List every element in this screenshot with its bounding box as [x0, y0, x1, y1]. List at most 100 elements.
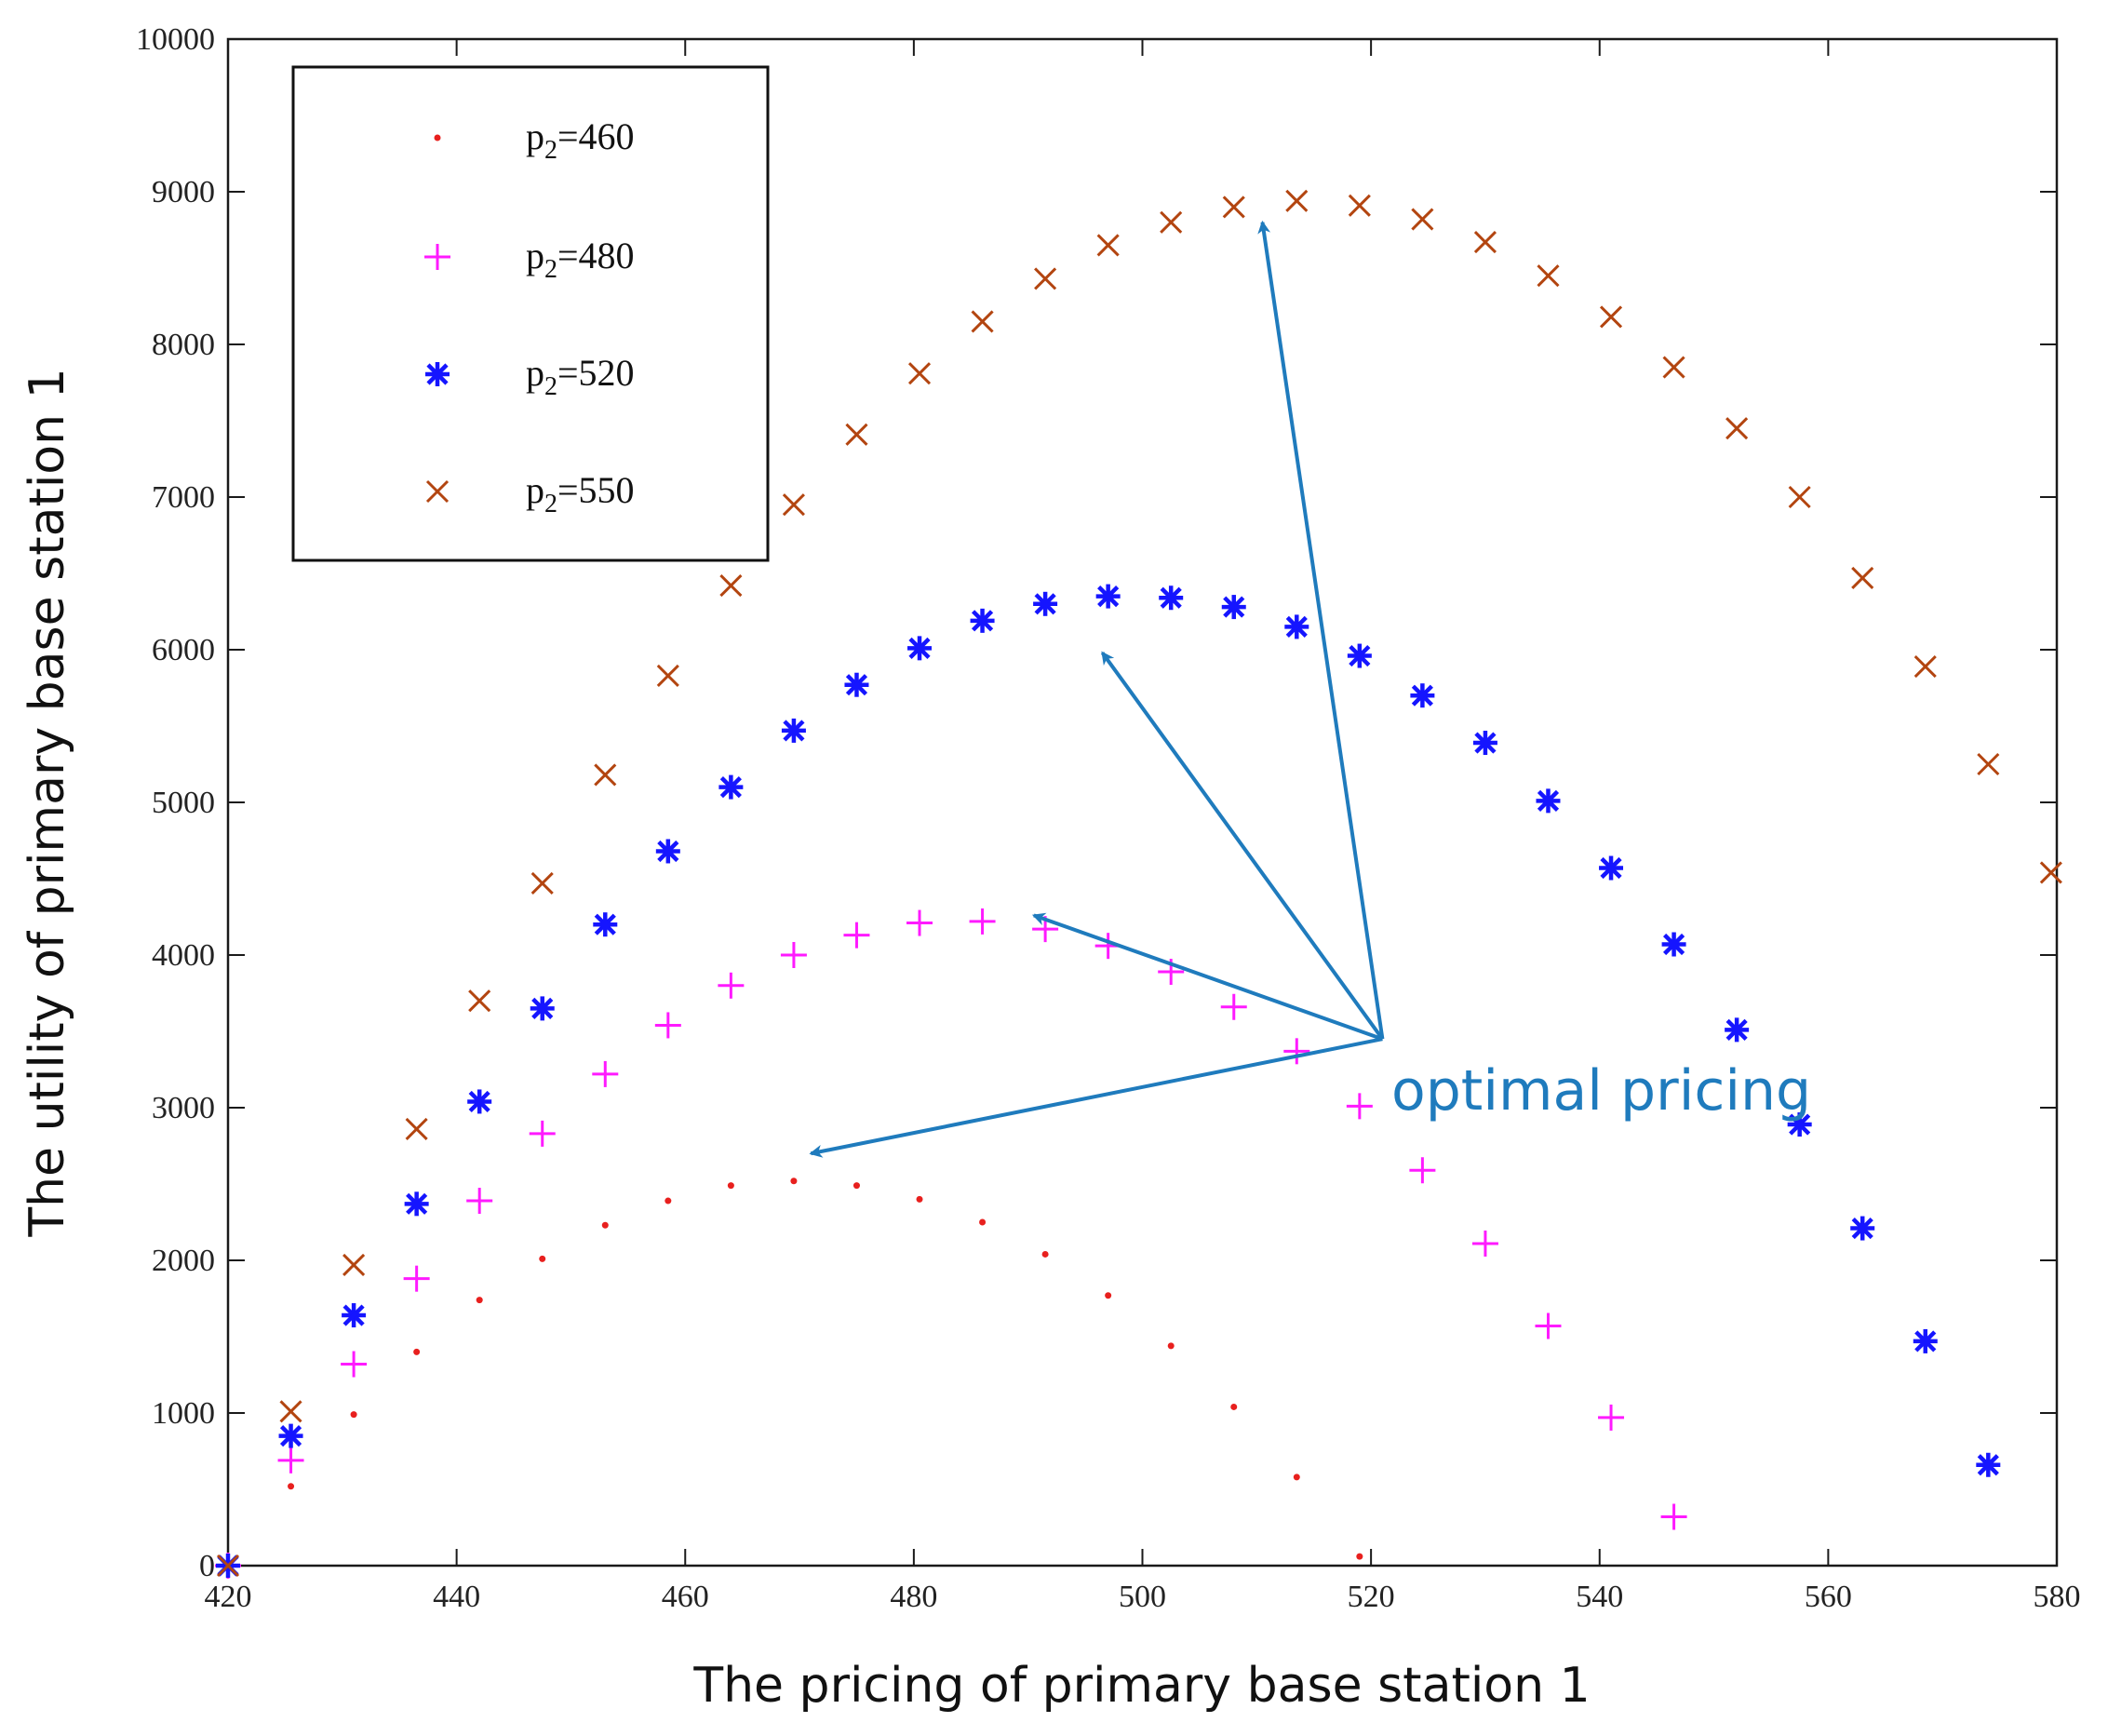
- data-point-plus-s1-18: [1346, 1093, 1373, 1120]
- data-point-asterisk-s2-12: [970, 608, 995, 633]
- data-point-plus-s1-16: [1220, 993, 1247, 1020]
- data-point-asterisk-s2-14: [1095, 584, 1121, 609]
- x-tick-label: 520: [1348, 1580, 1395, 1614]
- data-point-x-s3-20: [1473, 231, 1497, 254]
- y-axis-title: The utility of primary base station 1: [20, 368, 75, 1237]
- data-point-plus-s1-5: [529, 1120, 556, 1147]
- legend-label-2: p2=520: [526, 352, 635, 401]
- legend-marker-2: [425, 362, 450, 386]
- legend-box: [291, 65, 770, 562]
- data-point-dot-s0-2: [350, 1411, 357, 1419]
- data-point-dot-s0-12: [979, 1218, 987, 1226]
- data-point-x-s3-23: [1662, 356, 1685, 379]
- data-point-dot-s0-15: [1167, 1342, 1175, 1350]
- data-point-dot-s0-17: [1293, 1474, 1300, 1481]
- data-point-asterisk-s2-25: [1787, 1112, 1812, 1137]
- data-point-dot-s0-6: [601, 1221, 609, 1229]
- data-point-x-s3-11: [907, 362, 932, 385]
- annotation-arrow-2: [1031, 912, 1384, 1042]
- annotation-arrows: [809, 220, 1385, 1158]
- y-tick-label: 5000: [152, 786, 215, 820]
- data-point-plus-s1-19: [1409, 1157, 1436, 1184]
- legend-label-3: p2=550: [526, 469, 635, 518]
- data-point-x-s3-13: [1034, 267, 1057, 290]
- data-point-dot-s0-14: [1105, 1292, 1112, 1299]
- y-tick-label: 6000: [152, 633, 215, 667]
- data-point-plus-s1-22: [1598, 1404, 1625, 1431]
- data-point-x-s3-2: [342, 1253, 366, 1276]
- data-point-plus-s1-4: [466, 1188, 493, 1215]
- data-point-plus-s1-1: [277, 1447, 304, 1474]
- data-point-plus-s1-2: [341, 1351, 368, 1378]
- data-point-asterisk-s2-7: [655, 839, 680, 864]
- y-tick-label: 10000: [136, 22, 215, 57]
- data-point-x-s3-8: [719, 574, 743, 598]
- data-point-asterisk-s2-17: [1284, 614, 1309, 639]
- data-point-x-s3-17: [1285, 189, 1309, 212]
- data-point-asterisk-s2-19: [1410, 683, 1435, 708]
- data-point-asterisk-s2-1: [278, 1423, 303, 1448]
- data-point-x-s3-7: [656, 664, 679, 687]
- data-point-plus-s1-7: [654, 1012, 681, 1039]
- data-point-asterisk-s2-3: [404, 1191, 429, 1217]
- data-point-plus-s1-3: [403, 1265, 430, 1292]
- data-point-asterisk-s2-8: [718, 774, 744, 800]
- data-point-asterisk-s2-26: [1850, 1216, 1875, 1241]
- data-point-x-s3-21: [1537, 264, 1560, 288]
- data-point-dot-s0-10: [853, 1182, 860, 1190]
- data-point-x-s3-9: [782, 493, 805, 517]
- y-tick-label: 9000: [152, 175, 215, 209]
- legend: p2=460 p2=480 p2=520 p2=550: [291, 65, 770, 562]
- data-point-x-s3-6: [594, 763, 617, 787]
- data-point-x-s3-10: [845, 423, 868, 446]
- data-point-asterisk-s2-6: [593, 912, 618, 937]
- annotation-arrow-0: [1257, 220, 1385, 1040]
- data-point-asterisk-s2-27: [1913, 1328, 1938, 1353]
- x-tick-label: 560: [1805, 1580, 1852, 1614]
- data-point-plus-s1-10: [843, 922, 870, 949]
- x-tick-label: 420: [205, 1580, 252, 1614]
- x-tick-label: 460: [662, 1580, 709, 1614]
- data-point-plus-s1-17: [1283, 1038, 1310, 1065]
- data-point-plus-s1-9: [780, 942, 807, 968]
- legend-marker-3: [425, 479, 450, 504]
- x-tick-label: 500: [1119, 1580, 1166, 1614]
- legend-label-0: p2=460: [526, 115, 635, 165]
- data-point-asterisk-s2-4: [467, 1089, 492, 1114]
- x-axis-title: The pricing of primary base station 1: [692, 1658, 1590, 1714]
- annotation-text: optimal pricing: [1391, 1058, 1811, 1124]
- x-tick-label: 540: [1576, 1580, 1623, 1614]
- data-point-dot-s0-7: [665, 1197, 672, 1204]
- y-tick-label: 7000: [152, 480, 215, 515]
- data-point-asterisk-s2-20: [1472, 731, 1497, 756]
- data-point-dot-s0-5: [539, 1255, 546, 1262]
- legend-label-1: p2=480: [526, 235, 635, 284]
- legend-marker-1: [424, 244, 450, 270]
- data-point-dot-s0-1: [288, 1483, 295, 1490]
- data-point-x-s3-19: [1411, 208, 1434, 231]
- data-point-asterisk-s2-9: [781, 718, 806, 743]
- data-point-asterisk-s2-24: [1725, 1017, 1750, 1043]
- data-point-plus-s1-21: [1535, 1312, 1562, 1339]
- data-point-asterisk-s2-28: [1976, 1452, 2001, 1477]
- data-point-x-s3-12: [971, 310, 994, 333]
- data-point-x-s3-26: [1851, 566, 1874, 589]
- legend-marker-0: [434, 134, 441, 141]
- data-point-asterisk-s2-23: [1661, 932, 1686, 957]
- data-point-x-s3-15: [1160, 210, 1183, 234]
- y-tick-label: 1000: [152, 1396, 215, 1431]
- y-tick-label: 4000: [152, 938, 215, 973]
- data-point-dot-s0-8: [727, 1182, 734, 1190]
- data-point-asterisk-s2-22: [1599, 855, 1624, 881]
- annotation-arrow-1: [1100, 651, 1385, 1041]
- data-point-dot-s0-18: [1356, 1553, 1363, 1560]
- data-markers: [215, 189, 2062, 1579]
- data-point-dot-s0-3: [413, 1348, 421, 1355]
- data-point-asterisk-s2-10: [844, 672, 869, 697]
- data-point-asterisk-s2-15: [1159, 585, 1184, 611]
- data-point-x-s3-0: [216, 1554, 240, 1578]
- data-point-dot-s0-13: [1041, 1250, 1049, 1258]
- data-point-plus-s1-20: [1471, 1230, 1498, 1257]
- data-point-asterisk-s2-13: [1033, 591, 1058, 616]
